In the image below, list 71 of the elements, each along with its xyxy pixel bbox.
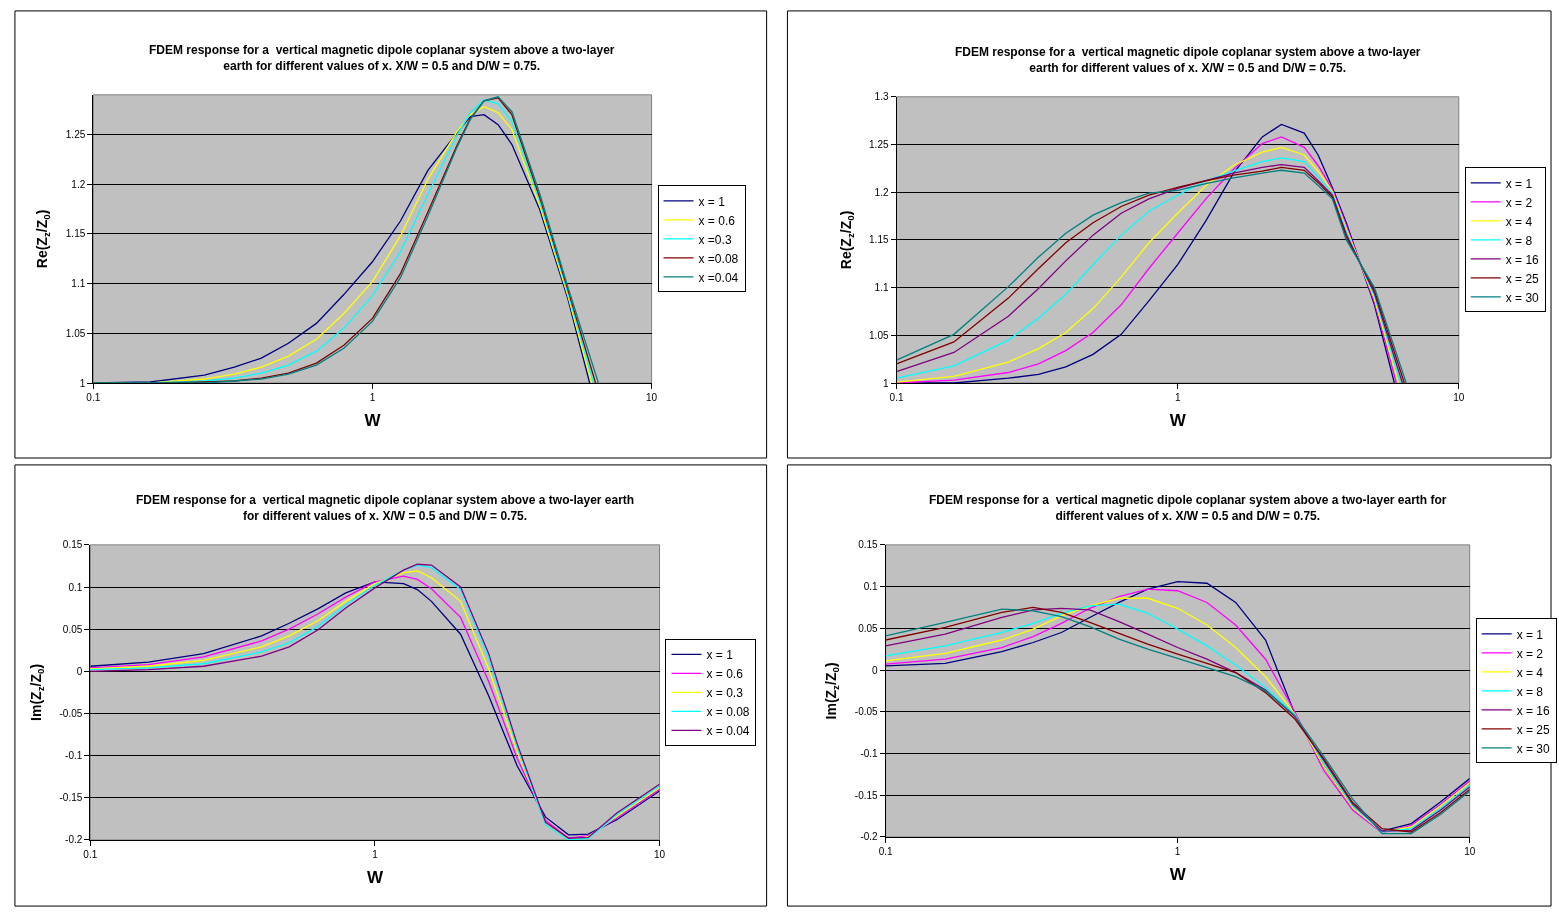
x-axis-title: W [366, 868, 384, 888]
y-tick-label: 1.05 [65, 327, 86, 339]
x-axis-title: W [1169, 411, 1187, 431]
y-tick-label: 0.1 [863, 581, 879, 593]
y-tick-label: 1.15 [869, 234, 889, 246]
y-tick-label: 1.1 [874, 282, 889, 294]
x-tick-label: 0.1 [86, 392, 101, 403]
x-tick-label: 1 [1174, 845, 1181, 857]
y-tick-label: 0.1 [68, 581, 83, 593]
y-tick-label: -0.05 [854, 706, 879, 718]
x-tick-label: 1 [372, 848, 379, 860]
x-tick-label: 1 [369, 392, 376, 403]
legend-label: x = 16 [1505, 252, 1540, 267]
legend-label: x = 0.08 [706, 705, 750, 720]
x-tick-label: 10 [653, 848, 666, 860]
x-axis-title: W [364, 411, 382, 431]
legend-label: x =0.3 [698, 232, 732, 247]
legend-label: x = 0.6 [706, 667, 744, 682]
y-tick-label: 1.25 [869, 139, 889, 150]
y-tick-label: -0.2 [65, 834, 83, 846]
legend-label: x = 25 [1505, 271, 1540, 286]
legend-label: x = 4 [1505, 214, 1533, 229]
y-tick-label: 0.15 [62, 539, 83, 551]
legend-label: x = 0.6 [698, 213, 736, 228]
legend-label: x = 1 [706, 648, 734, 663]
chart-title: FDEM response for a vertical magnetic dipole coplanar system above a two-layer earth for different values of x. X/W = 0.5 and D/W = 0.75. [929, 493, 1447, 523]
legend-label: x = 30 [1505, 290, 1540, 305]
legend-label: x =0.04 [698, 270, 739, 285]
x-tick-label: 10 [1453, 392, 1465, 403]
y-tick-label: 1.15 [65, 228, 86, 240]
y-tick-label: 0.15 [858, 539, 879, 551]
y-tick-label: 0.05 [62, 623, 83, 635]
y-tick-label: 0 [872, 664, 879, 676]
legend-label: x = 0.04 [706, 724, 750, 739]
y-tick-label: 1 [79, 377, 86, 389]
y-tick-label: 1 [882, 377, 889, 389]
y-tick-label: 0.05 [858, 622, 879, 634]
legend-label: x = 1 [1505, 176, 1533, 191]
y-tick-label: 1.3 [874, 91, 889, 103]
legend-label: x = 25 [1516, 722, 1550, 737]
x-axis-title: W [1169, 865, 1187, 885]
y-tick-label: -0.15 [59, 792, 83, 804]
legend-label: x = 2 [1505, 195, 1533, 210]
legend-label: x = 8 [1516, 684, 1544, 699]
chart-title: FDEM response for a vertical magnetic dipole coplanar system above a two-layer earth for different values of x. X/W = 0.5 and D/W = 0.75. [149, 43, 615, 73]
chart-title: FDEM response for a vertical magnetic dipole coplanar system above a two-layer earth for different values of x. X/W = 0.5 and D/W = 0.75. [136, 493, 635, 523]
legend-label: x = 30 [1516, 741, 1550, 756]
y-tick-label: 1.2 [71, 178, 86, 190]
y-tick-label: 1.1 [71, 278, 86, 290]
chart-title: FDEM response for a vertical magnetic dipole coplanar system above a two-layer earth for different values of x. X/W = 0.5 and D/W = 0.75. [955, 45, 1421, 75]
legend-label: x = 1 [1516, 627, 1544, 642]
legend-label: x = 1 [698, 194, 726, 209]
x-tick-label: 10 [646, 392, 658, 403]
y-tick-label: 1.05 [869, 329, 889, 341]
y-tick-label: -0.15 [854, 789, 879, 801]
y-tick-label: 0 [76, 665, 83, 677]
legend-label: x = 16 [1516, 703, 1550, 718]
y-tick-label: -0.1 [860, 748, 879, 760]
x-tick-label: 0.1 [889, 392, 904, 403]
legend-label: x = 8 [1505, 233, 1533, 248]
legend-label: x =0.08 [698, 251, 739, 266]
y-tick-label: -0.2 [860, 831, 879, 843]
x-tick-label: 10 [1464, 845, 1476, 857]
x-tick-label: 1 [1174, 392, 1181, 403]
y-tick-label: 1.25 [65, 129, 86, 141]
legend-label: x = 4 [1516, 665, 1544, 680]
legend-label: x = 0.3 [706, 686, 744, 701]
legend-label: x = 2 [1516, 646, 1544, 661]
y-tick-label: -0.1 [65, 750, 83, 762]
y-tick-label: -0.05 [59, 707, 83, 719]
y-tick-label: 1.2 [874, 186, 889, 198]
